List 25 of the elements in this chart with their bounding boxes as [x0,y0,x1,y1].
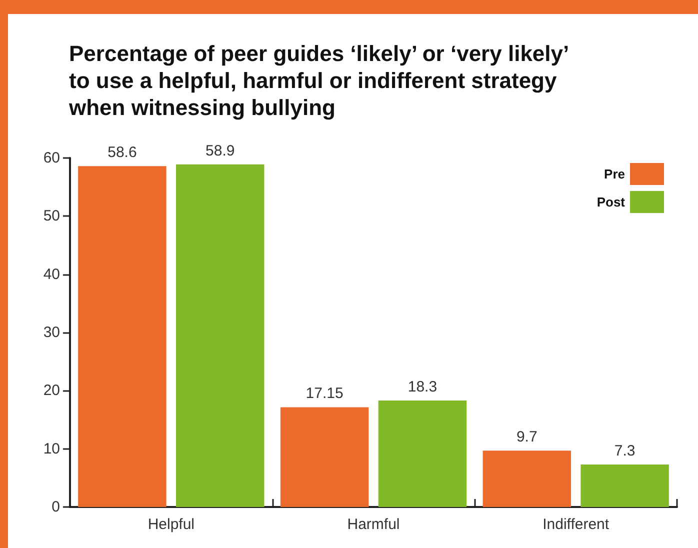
bar [378,400,467,507]
bar [78,166,166,507]
y-tick-label: 60 [43,150,60,166]
bar [580,464,669,507]
y-tick-label: 40 [43,266,60,283]
legend-label: Pre [604,166,625,182]
y-tick-label: 30 [43,324,60,341]
bar [176,164,264,507]
legend-label: Post [596,194,626,210]
y-tick-label: 0 [52,498,60,516]
bar [482,450,571,507]
data-label: 17.15 [306,385,344,402]
x-tick-label: Helpful [148,516,195,533]
data-label: 58.6 [108,144,137,162]
chart-title: Percentage of peer guides ‘likely’ or ‘very likely’ to use a helpful, harmful or indifferent strategy when witnessing bullying [69,40,569,121]
y-tick-label: 10 [43,440,60,458]
data-label: 9.7 [516,428,538,446]
data-label: 18.3 [408,378,438,396]
y-tick-label: 50 [43,208,60,225]
x-tick-label: Harmful [347,516,400,533]
y-tick-label: 20 [43,382,60,400]
data-label: 7.3 [614,442,636,460]
x-tick-label: Indifferent [542,516,610,533]
bar [280,407,369,507]
data-label: 58.9 [206,142,235,160]
